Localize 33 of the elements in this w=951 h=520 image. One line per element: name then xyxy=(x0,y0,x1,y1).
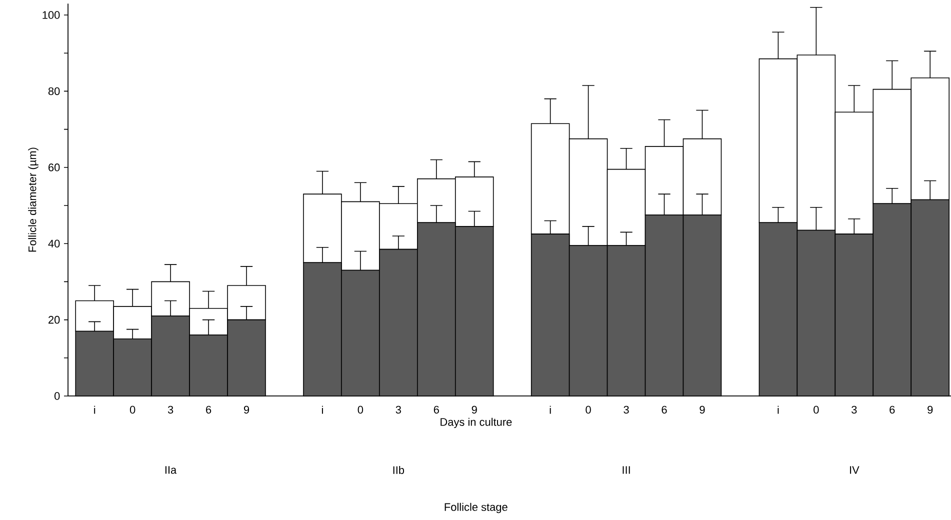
x-tick-label: 9 xyxy=(244,406,250,414)
y-tick-label: 80 xyxy=(48,87,60,96)
y-axis-title: Follicle diameter (µm) xyxy=(28,148,38,252)
x-tick-label: i xyxy=(778,406,779,414)
y-tick-label: 20 xyxy=(48,316,60,324)
x-tick-label: 6 xyxy=(890,406,895,414)
text: IIa xyxy=(165,466,177,474)
x-axis-title: Days in culture xyxy=(440,418,512,428)
y-tick-label: 60 xyxy=(48,164,60,172)
x-tick-label: i xyxy=(550,406,551,414)
x-tick-label: 0 xyxy=(130,406,136,414)
x-tick-label: 3 xyxy=(396,406,401,414)
y-tick-label: 100 xyxy=(42,11,60,19)
text: Follicle stage xyxy=(444,502,508,514)
x-tick-label: 9 xyxy=(472,406,477,414)
x-tick-label: 3 xyxy=(624,406,629,414)
x-tick-label: 0 xyxy=(814,406,819,414)
x-tick-label: i xyxy=(94,406,96,414)
x-tick-label: 3 xyxy=(852,406,857,414)
x-tick-label: 9 xyxy=(700,406,705,414)
x-tick-label: 3 xyxy=(168,406,174,414)
x-tick-label: 6 xyxy=(206,406,212,414)
x-tick-label: 9 xyxy=(928,406,933,414)
text: IIb xyxy=(393,466,404,474)
text: III xyxy=(622,466,630,474)
x-tick-label: 0 xyxy=(358,406,364,414)
x-tick-label: 6 xyxy=(434,406,439,414)
x-tick-label: 6 xyxy=(662,406,667,414)
y-tick-label: 0 xyxy=(54,392,60,400)
y-tick-label: 40 xyxy=(48,240,60,248)
x-tick-label: 0 xyxy=(586,406,591,414)
x-tick-label: i xyxy=(322,406,323,414)
text: IV xyxy=(850,466,860,474)
